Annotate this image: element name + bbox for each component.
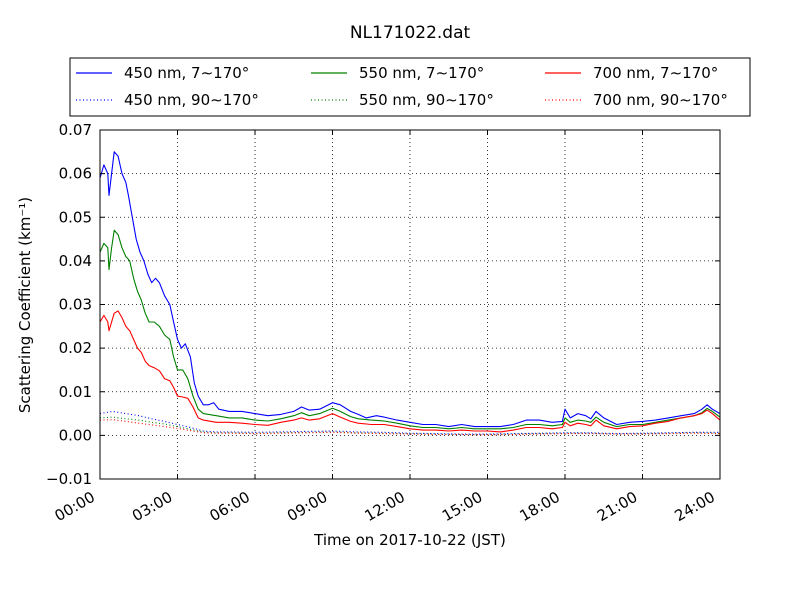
series-line-0 (99, 151, 721, 428)
y-axis-label: Scattering Coefficient (km⁻¹) (16, 197, 34, 413)
legend-label: 550 nm, 7∼170° (359, 64, 484, 82)
y-tick-label: 0.01 (59, 383, 92, 401)
grid (100, 130, 720, 479)
y-tick-label: 0.04 (59, 252, 92, 270)
y-tick-label: 0.07 (59, 121, 92, 139)
legend-label: 450 nm, 7∼170° (124, 64, 249, 82)
y-tick-label: 0.05 (59, 208, 92, 226)
y-tick-label: −0.01 (46, 470, 92, 488)
series-line-3 (99, 410, 720, 435)
chart-title: NL171022.dat (350, 23, 471, 43)
series-lines (99, 151, 721, 436)
series-line-2 (99, 310, 721, 433)
legend-box (69, 57, 751, 117)
legend-label: 550 nm, 90∼170° (359, 91, 494, 109)
y-tick-label: 0.00 (59, 426, 92, 444)
y-tick-label: 0.02 (59, 339, 92, 357)
y-tick-label: 0.06 (59, 165, 92, 183)
legend: 450 nm, 7∼170° 450 nm, 90∼170° 550 nm, 7∼1… (69, 57, 751, 117)
series-line-1 (99, 229, 721, 430)
legend-label: 700 nm, 90∼170° (593, 91, 728, 109)
y-tick-label: 0.03 (59, 296, 92, 314)
legend-label: 450 nm, 90∼170° (124, 91, 259, 109)
x-axis-label: Time on 2017-10-22 (JST) (313, 531, 506, 549)
legend-label: 700 nm, 7∼170° (593, 64, 718, 82)
